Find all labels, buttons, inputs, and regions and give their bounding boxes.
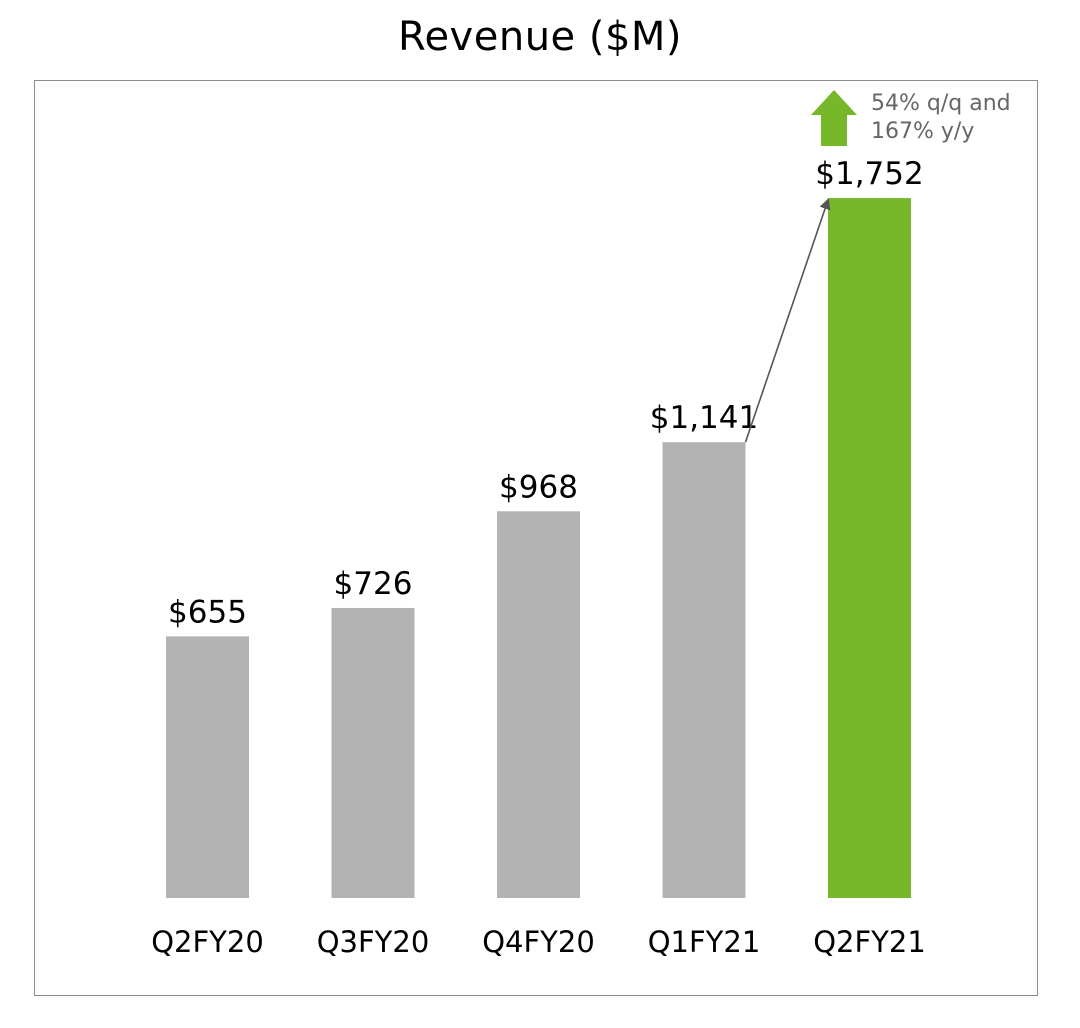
bar-q2fy20 [166,636,249,898]
bar-q3fy20 [331,607,415,898]
category-label-q2fy20: Q2FY20 [151,925,264,959]
category-label-q2fy21: Q2FY21 [813,925,926,959]
growth-annotation: 54% q/q and 167% y/y [744,90,1011,443]
annotation-line-2: 167% y/y [871,119,974,144]
category-label-q4fy20: Q4FY20 [482,925,595,959]
value-labels-group: $655 $726 $968 $1,141 $1,752 [168,156,924,630]
value-label-q2fy20: $655 [168,594,247,630]
annotation-line-1: 54% q/q and [871,91,1011,116]
up-arrow-icon [811,90,857,146]
bar-q4fy20 [497,511,580,898]
chart-frame [34,80,1038,996]
value-label-q3fy20: $726 [334,566,413,602]
bars-group [166,198,911,899]
value-label-q4fy20: $968 [499,469,578,505]
growth-connector-arrow [744,197,831,443]
value-label-q1fy21: $1,141 [650,400,758,436]
bar-q2fy21 [828,198,911,899]
value-label-q2fy21: $1,752 [815,156,923,192]
bar-q1fy21 [662,442,746,898]
category-label-q3fy20: Q3FY20 [317,925,430,959]
category-label-q1fy21: Q1FY21 [648,925,761,959]
chart-title: Revenue ($M) [397,14,683,60]
category-labels-group: Q2FY20 Q3FY20 Q4FY20 Q1FY21 Q2FY21 [151,925,926,959]
